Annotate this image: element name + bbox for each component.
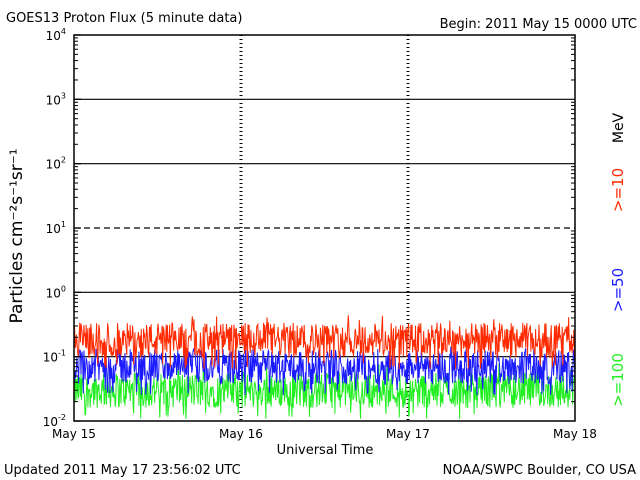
x-tick-label: May 15 <box>52 427 96 441</box>
y-tick-label: 102 <box>46 156 66 172</box>
legend: >=10 >=50 >=100 MeV <box>609 112 627 406</box>
y-tick-label: 103 <box>46 91 66 107</box>
legend-entry: >=100 <box>609 353 627 407</box>
y-tick-label: 10-2 <box>43 413 66 429</box>
x-axis-label: Universal Time <box>277 443 374 458</box>
y-tick-label: 100 <box>46 284 66 300</box>
grid <box>74 35 575 421</box>
x-tick-labels: May 15 May 16 May 17 May 18 <box>52 427 597 441</box>
y-tick-label: 10-1 <box>43 349 66 365</box>
credit-text: NOAA/SWPC Boulder, CO USA <box>443 463 636 478</box>
x-tick-label: May 18 <box>553 427 597 441</box>
series-line <box>73 346 576 396</box>
legend-entry: >=50 <box>609 268 627 312</box>
begin-time: Begin: 2011 May 15 0000 UTC <box>440 17 637 32</box>
series-lines <box>73 315 576 420</box>
legend-entry: >=10 <box>609 168 627 212</box>
y-axis-label: Particles cm⁻²s⁻¹sr⁻¹ <box>7 148 27 323</box>
y-tick-label: 104 <box>46 27 66 43</box>
chart-title: GOES13 Proton Flux (5 minute data) <box>6 11 242 26</box>
x-tick-label: May 17 <box>386 427 430 441</box>
series-line <box>73 315 576 370</box>
y-tick-label: 101 <box>46 220 66 236</box>
x-tick-label: May 16 <box>219 427 263 441</box>
y-tick-labels: 10-2 10-1 100 101 102 103 104 <box>43 27 575 429</box>
updated-timestamp: Updated 2011 May 17 23:56:02 UTC <box>4 463 241 478</box>
legend-unit: MeV <box>611 112 627 143</box>
